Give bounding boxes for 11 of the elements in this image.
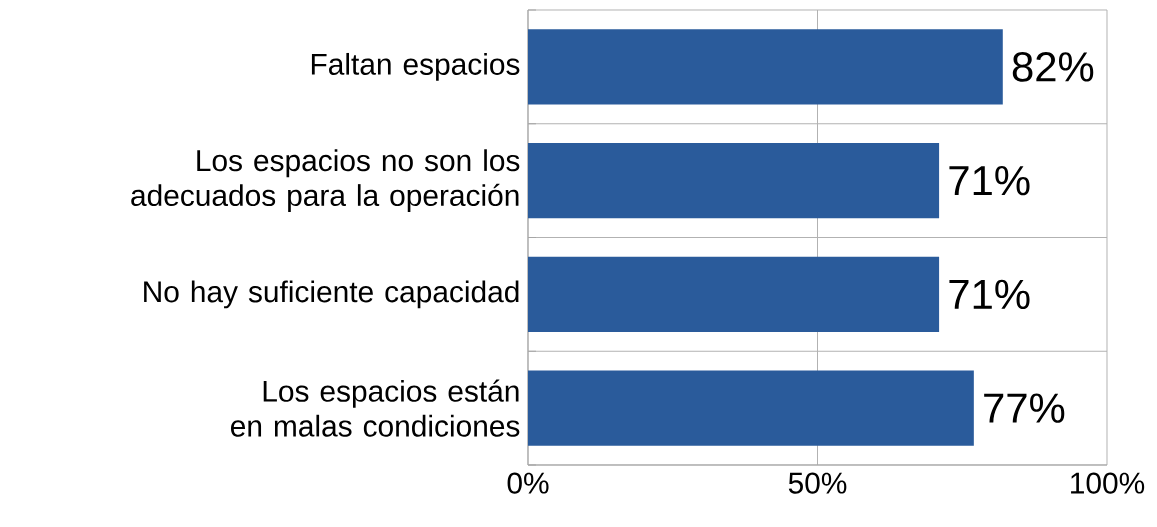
data-label: 71% xyxy=(949,279,1030,310)
x-tick-label: 100% xyxy=(1071,472,1145,494)
x-tick-label: 0% xyxy=(507,472,549,494)
y-tick-label: No hay suficiente capacidad xyxy=(144,280,519,309)
data-label: 71% xyxy=(949,165,1030,196)
y-tick-label: Faltan espacios xyxy=(311,52,520,81)
y-tick-label: Los espacios están en malas condiciones xyxy=(231,379,520,437)
y-tick-label: Los espacios no son los adecuados para la operación xyxy=(131,149,520,212)
data-label: 82% xyxy=(1012,52,1094,82)
data-label: 77% xyxy=(984,393,1065,423)
x-tick-label: 50% xyxy=(788,472,847,494)
